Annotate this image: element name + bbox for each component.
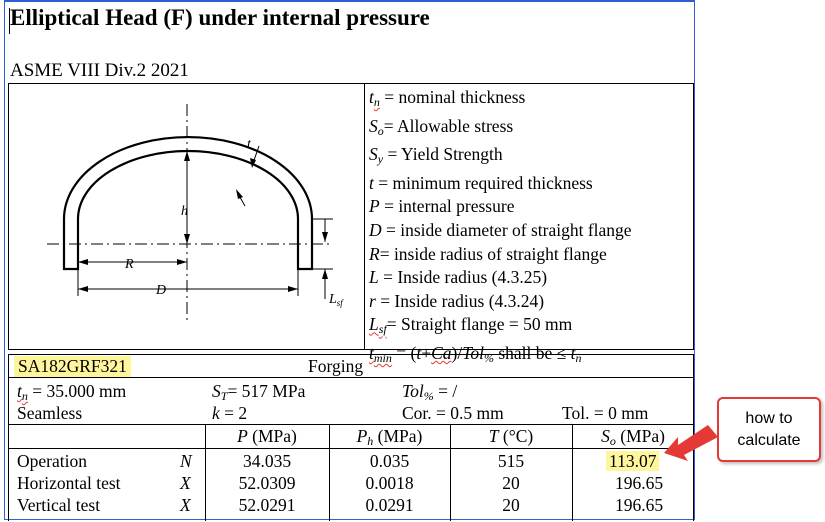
- row-vertical-flag: X: [180, 495, 191, 515]
- row-vertical-P: 52.0291: [238, 495, 296, 515]
- row-vertical-Ph: 0.0291: [365, 495, 414, 515]
- t-arrow-outer: [250, 158, 256, 168]
- row-operation-P: 34.035: [242, 451, 292, 471]
- how-to-calculate-callout: how to calculate: [717, 397, 821, 462]
- row-vertical-name: Vertical test: [17, 495, 101, 515]
- R-arrow-right: [177, 259, 187, 265]
- h-arrow-bottom: [184, 234, 190, 244]
- row-horizontal-P: 52.0309: [238, 473, 296, 493]
- row-vertical-T: 20: [502, 495, 520, 515]
- header-T: T (°C): [488, 426, 534, 446]
- Lsf-arrow-top: [322, 232, 328, 242]
- D-arrow-right: [288, 286, 298, 292]
- row-horizontal-T: 20: [502, 473, 520, 493]
- def-R: R= inside radius of straight flange: [369, 243, 607, 264]
- Lsf-arrow-bottom: [322, 269, 328, 279]
- R-label: R: [124, 257, 134, 272]
- row-operation-T: 515: [497, 451, 525, 471]
- t-arrow-inner: [236, 189, 243, 199]
- def-r: r = Inside radius (4.3.24): [369, 290, 545, 311]
- header-P: P (MPa): [237, 426, 297, 446]
- def-Lsf: Lsf= Straight flange = 50 mm: [369, 314, 573, 337]
- material-name: SA182GRF321: [14, 356, 131, 377]
- diagram-definitions-box: [8, 83, 694, 350]
- def-t: t = minimum required thickness: [369, 172, 593, 193]
- selection-top-edge: [4, 0, 695, 2]
- D-arrow-left: [78, 286, 88, 292]
- def-D: D = inside diameter of straight flange: [369, 219, 632, 240]
- page-title: Elliptical Head (F) under internal press…: [10, 5, 430, 30]
- row-horizontal-So: 196.65: [615, 473, 664, 493]
- def-tn: tn = nominal thickness: [369, 87, 526, 109]
- R-arrow-left: [78, 259, 88, 265]
- material-header-divider: [8, 377, 694, 378]
- row-horizontal-Ph: 0.0018: [365, 473, 414, 493]
- col-divider-4: [572, 424, 573, 521]
- col-divider-1: [205, 424, 206, 521]
- prop-corrosion: Cor. = 0.5 mm: [402, 403, 504, 423]
- col-divider-2: [329, 424, 330, 521]
- row-horizontal-name: Horizontal test: [17, 473, 121, 493]
- def-tmin: tmin = (t+Ca)/Tol% shall be ≤ tn: [369, 342, 582, 365]
- header-Ph: Ph (MPa): [356, 426, 423, 448]
- row-vertical-So: 196.65: [615, 495, 664, 515]
- symbol-definitions: tn = nominal thickness So= Allowable str…: [369, 86, 632, 371]
- D-label: D: [155, 283, 166, 298]
- row-operation-name: Operation: [17, 451, 87, 471]
- row-horizontal-flag: X: [180, 473, 191, 493]
- h-arrow-top: [184, 151, 190, 161]
- row-operation-flag: N: [180, 451, 192, 471]
- table-header-divider: [8, 448, 694, 449]
- def-L: L = Inside radius (4.3.25): [369, 267, 548, 288]
- material-form: Forging: [308, 356, 364, 376]
- h-label: h: [181, 204, 188, 219]
- t-label: t: [247, 137, 252, 152]
- prop-tol-percent: Tol% = /: [402, 381, 458, 403]
- box-divider: [364, 83, 365, 350]
- code-standard: ASME VIII Div.2 2021: [10, 60, 189, 81]
- text-cursor: [9, 8, 10, 34]
- def-So: So= Allowable stress: [369, 115, 514, 138]
- prop-tolerance: Tol. = 0 mm: [562, 403, 649, 423]
- row-operation-Ph: 0.035: [369, 451, 410, 471]
- header-So: So (MPa): [601, 426, 665, 448]
- prop-tn: tn = 35.000 mm: [17, 381, 127, 403]
- prop-seam: Seamless: [17, 403, 83, 423]
- col-divider-3: [450, 424, 451, 521]
- callout-arrow-icon: [664, 425, 718, 461]
- prop-k: k = 2: [212, 403, 248, 423]
- row-operation-So: 113.07: [606, 451, 660, 472]
- prop-st: ST= 517 MPa: [212, 381, 306, 403]
- def-P: P = internal pressure: [369, 196, 515, 217]
- elliptical-head-diagram: t h R D Lsf: [47, 104, 344, 324]
- def-Sy: Sy = Yield Strength: [369, 144, 503, 167]
- Lsf-label: Lsf: [328, 292, 344, 308]
- head-outer-profile: [62, 135, 314, 271]
- properties-divider: [8, 424, 694, 425]
